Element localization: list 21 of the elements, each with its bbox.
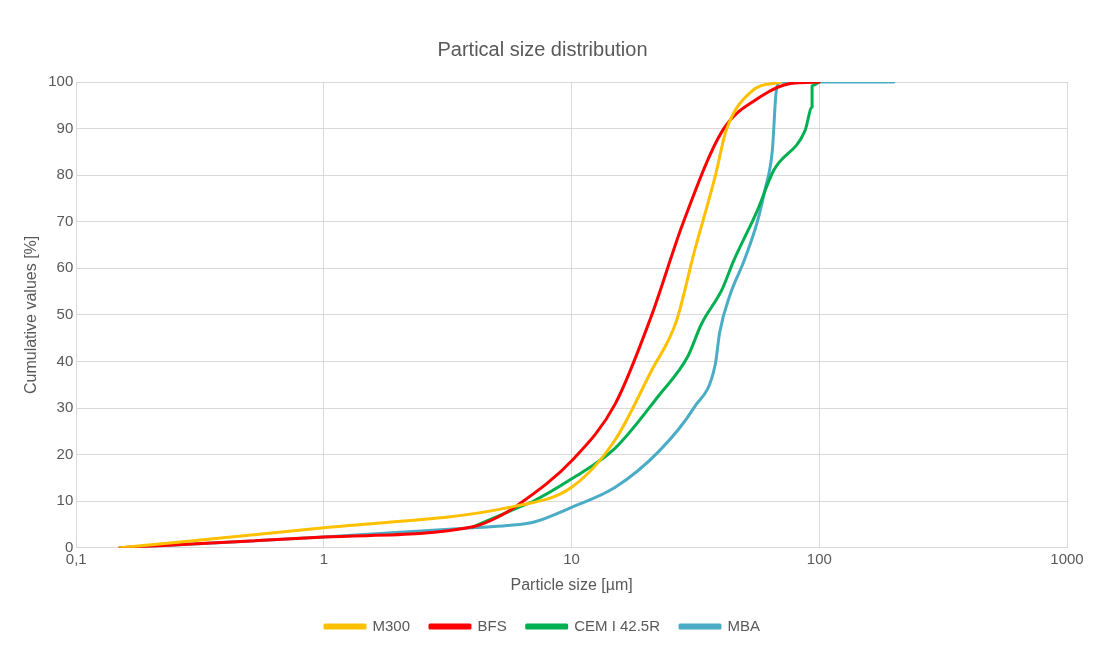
- y-axis-title: Cumulative values [%]: [22, 235, 40, 395]
- legend-label: M300: [372, 616, 410, 634]
- y-tick-label: 100: [48, 72, 74, 90]
- legend-label: BFS: [477, 616, 507, 634]
- y-tick-label: 80: [56, 165, 74, 183]
- y-tick-label: 50: [56, 305, 74, 323]
- legend-label: CEM I 42.5R: [574, 616, 661, 634]
- y-tick-label: 40: [56, 351, 74, 369]
- x-tick-label: 1000: [1050, 549, 1084, 567]
- y-tick-label: 30: [56, 398, 74, 416]
- x-tick-label: 1: [319, 549, 329, 567]
- y-tick-label: 60: [56, 258, 74, 276]
- x-axis-title: Particle size [µm]: [510, 575, 633, 593]
- legend-label: MBA: [727, 616, 761, 634]
- y-tick-label: 70: [56, 211, 74, 229]
- chart-title: Partical size distribution: [437, 37, 648, 60]
- y-tick-label: 10: [56, 491, 74, 509]
- y-tick-label: 90: [56, 118, 74, 136]
- x-tick-label: 100: [806, 549, 832, 567]
- x-tick-label: 10: [563, 549, 580, 567]
- y-tick-label: 20: [56, 444, 74, 462]
